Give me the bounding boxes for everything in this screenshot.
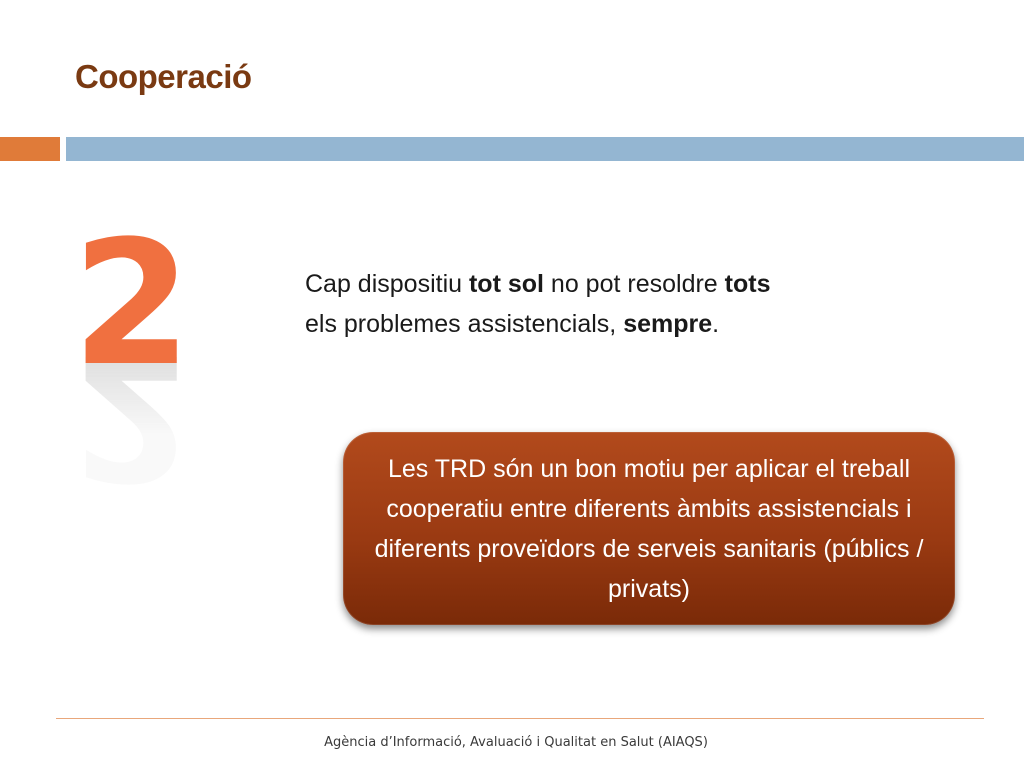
footer-rule bbox=[56, 718, 984, 719]
title-divider-bar bbox=[66, 137, 1024, 161]
title-accent-bar bbox=[0, 137, 60, 161]
statement-emphasis: tots bbox=[724, 270, 771, 298]
statement-text: . bbox=[712, 310, 720, 338]
statement-text: els problemes assistencials, bbox=[305, 310, 624, 338]
main-statement: Cap dispositiu tot sol no pot resoldre t… bbox=[305, 264, 925, 344]
statement-text: no pot resoldre bbox=[543, 270, 725, 298]
statement-text: Cap dispositiu bbox=[305, 270, 469, 298]
statement-emphasis: tot sol bbox=[468, 270, 544, 298]
footer-text: Agència d’Informació, Avaluació i Qualit… bbox=[324, 735, 708, 750]
slide-number-graphic: 2 bbox=[72, 203, 192, 404]
statement-emphasis: sempre bbox=[623, 310, 713, 338]
callout-text: Les TRD són un bon motiu per aplicar el … bbox=[374, 454, 924, 603]
callout-box: Les TRD són un bon motiu per aplicar el … bbox=[343, 432, 955, 625]
slide-title: Cooperació bbox=[75, 58, 252, 95]
